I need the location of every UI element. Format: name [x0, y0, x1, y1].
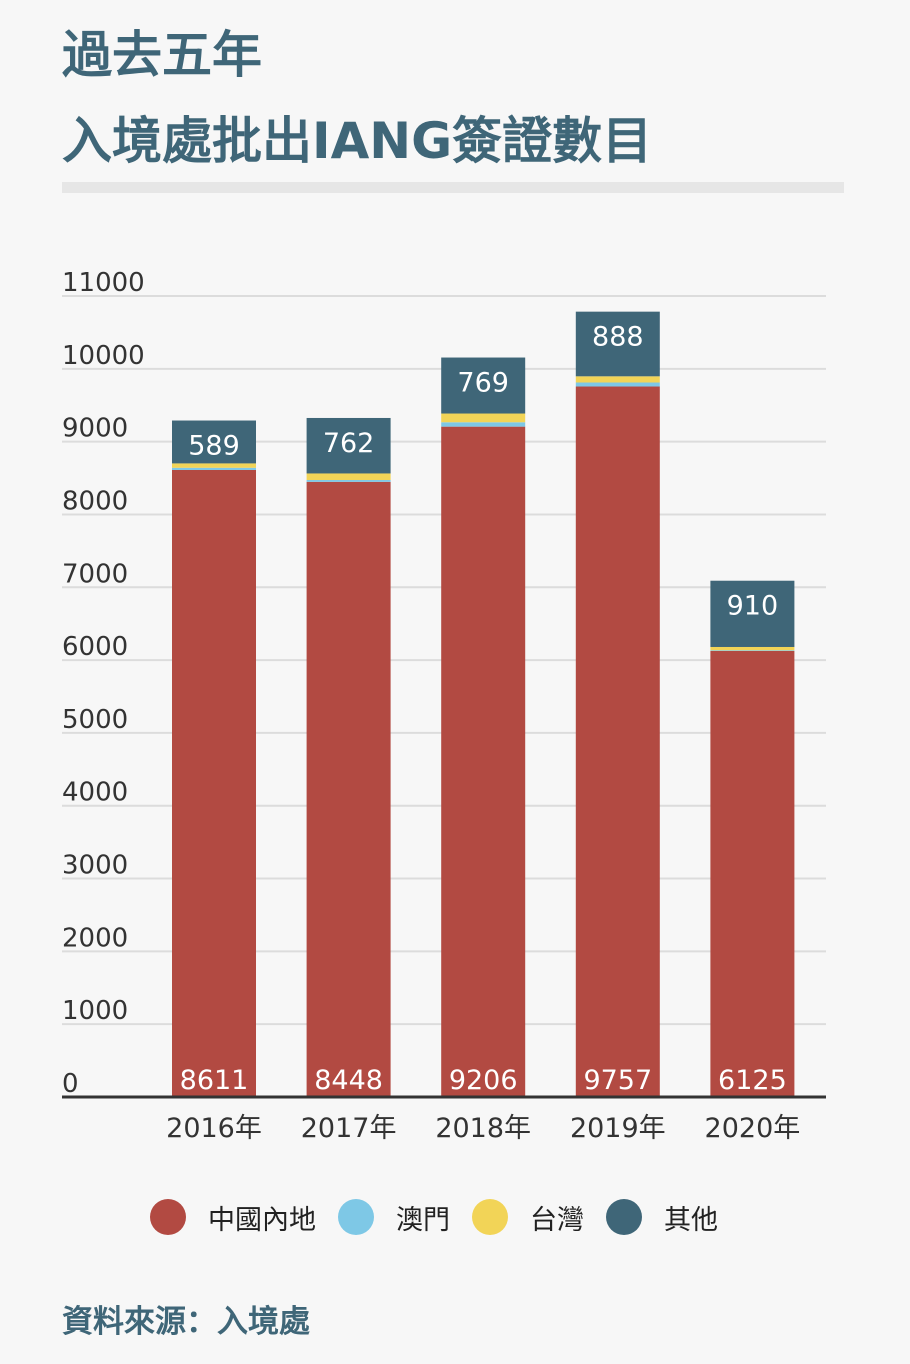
x-tick-label: 2019年 — [570, 1113, 666, 1144]
bar-segment-macau — [710, 650, 795, 651]
legend-swatch-macau — [338, 1199, 374, 1235]
legend-label-taiwan: 台灣 — [530, 1204, 584, 1236]
data-label-others: 769 — [457, 368, 509, 399]
data-label-mainland: 8448 — [314, 1065, 383, 1096]
y-tick-label: 4000 — [62, 778, 128, 808]
y-tick-label: 5000 — [62, 705, 128, 735]
x-tick-label: 2017年 — [301, 1113, 397, 1144]
y-tick-label: 7000 — [62, 559, 128, 589]
stacked-bar-chart: 0 1000 2000 3000 4000 5000 6000 7000 8000 9000 100… — [62, 268, 826, 1144]
data-label-others: 888 — [592, 322, 644, 353]
legend-item-taiwan: 台灣 — [472, 1198, 584, 1237]
legend: 中國內地 澳門 台灣 其他 — [150, 1197, 740, 1237]
y-tick-label: 3000 — [62, 851, 128, 881]
bar-segment-mainland — [441, 426, 526, 1097]
bar-segment-taiwan — [306, 473, 391, 481]
bar-segment-others — [575, 311, 660, 377]
data-label-mainland: 9757 — [583, 1065, 652, 1096]
legend-label-others: 其他 — [664, 1204, 718, 1236]
source-note: 資料來源：入境處 — [62, 1304, 310, 1340]
data-label-mainland: 6125 — [718, 1065, 787, 1096]
legend-label-macau: 澳門 — [396, 1204, 450, 1236]
y-tick-label: 1000 — [62, 996, 128, 1026]
bar-segment-taiwan — [172, 463, 256, 468]
legend-swatch-taiwan — [472, 1199, 508, 1235]
legend-item-others: 其他 — [606, 1198, 718, 1237]
title-line-1: 過去五年 — [62, 26, 262, 84]
data-label-mainland: 9206 — [449, 1065, 518, 1096]
bar-segment-others — [710, 580, 795, 647]
data-label-mainland: 8611 — [180, 1065, 249, 1096]
bar-segment-macau — [441, 422, 526, 427]
legend-item-mainland: 中國內地 — [150, 1198, 316, 1237]
y-tick-label: 10000 — [62, 341, 145, 371]
bar-segment-macau — [306, 480, 391, 482]
bar-segment-others — [441, 357, 526, 414]
legend-label-mainland: 中國內地 — [208, 1204, 316, 1236]
title-line-2: 入境處批出IANG簽證數目 — [62, 112, 653, 170]
bar-segment-others — [172, 420, 256, 464]
x-tick-label: 2018年 — [435, 1113, 531, 1144]
x-tick-label: 2020年 — [705, 1113, 801, 1144]
legend-item-macau: 澳門 — [338, 1198, 450, 1237]
legend-swatch-others — [606, 1199, 642, 1235]
bar-segment-taiwan — [575, 376, 660, 383]
bar-segment-others — [306, 417, 391, 474]
y-tick-label: 11000 — [62, 268, 145, 298]
y-tick-label: 6000 — [62, 632, 128, 662]
data-label-others: 589 — [188, 431, 240, 462]
bar-segment-mainland — [575, 386, 660, 1097]
y-tick-label: 0 — [62, 1069, 79, 1099]
bar-segment-taiwan — [441, 413, 526, 423]
legend-swatch-mainland — [150, 1199, 186, 1235]
bar-segment-taiwan — [710, 646, 795, 651]
bar-segment-macau — [575, 382, 660, 387]
y-tick-label: 8000 — [62, 486, 128, 516]
x-tick-label: 2016年 — [166, 1113, 262, 1144]
bar-segment-mainland — [172, 469, 256, 1097]
bar-segment-mainland — [710, 650, 795, 1097]
y-tick-label: 9000 — [62, 414, 128, 444]
bar-segment-mainland — [306, 481, 391, 1097]
data-label-others: 762 — [323, 428, 375, 459]
chart-title: 過去五年 入境處批出IANG簽證數目 — [62, 12, 652, 184]
y-tick-label: 2000 — [62, 923, 128, 953]
data-label-others: 910 — [727, 591, 779, 622]
title-divider — [62, 182, 844, 193]
bar-segment-macau — [172, 467, 256, 470]
